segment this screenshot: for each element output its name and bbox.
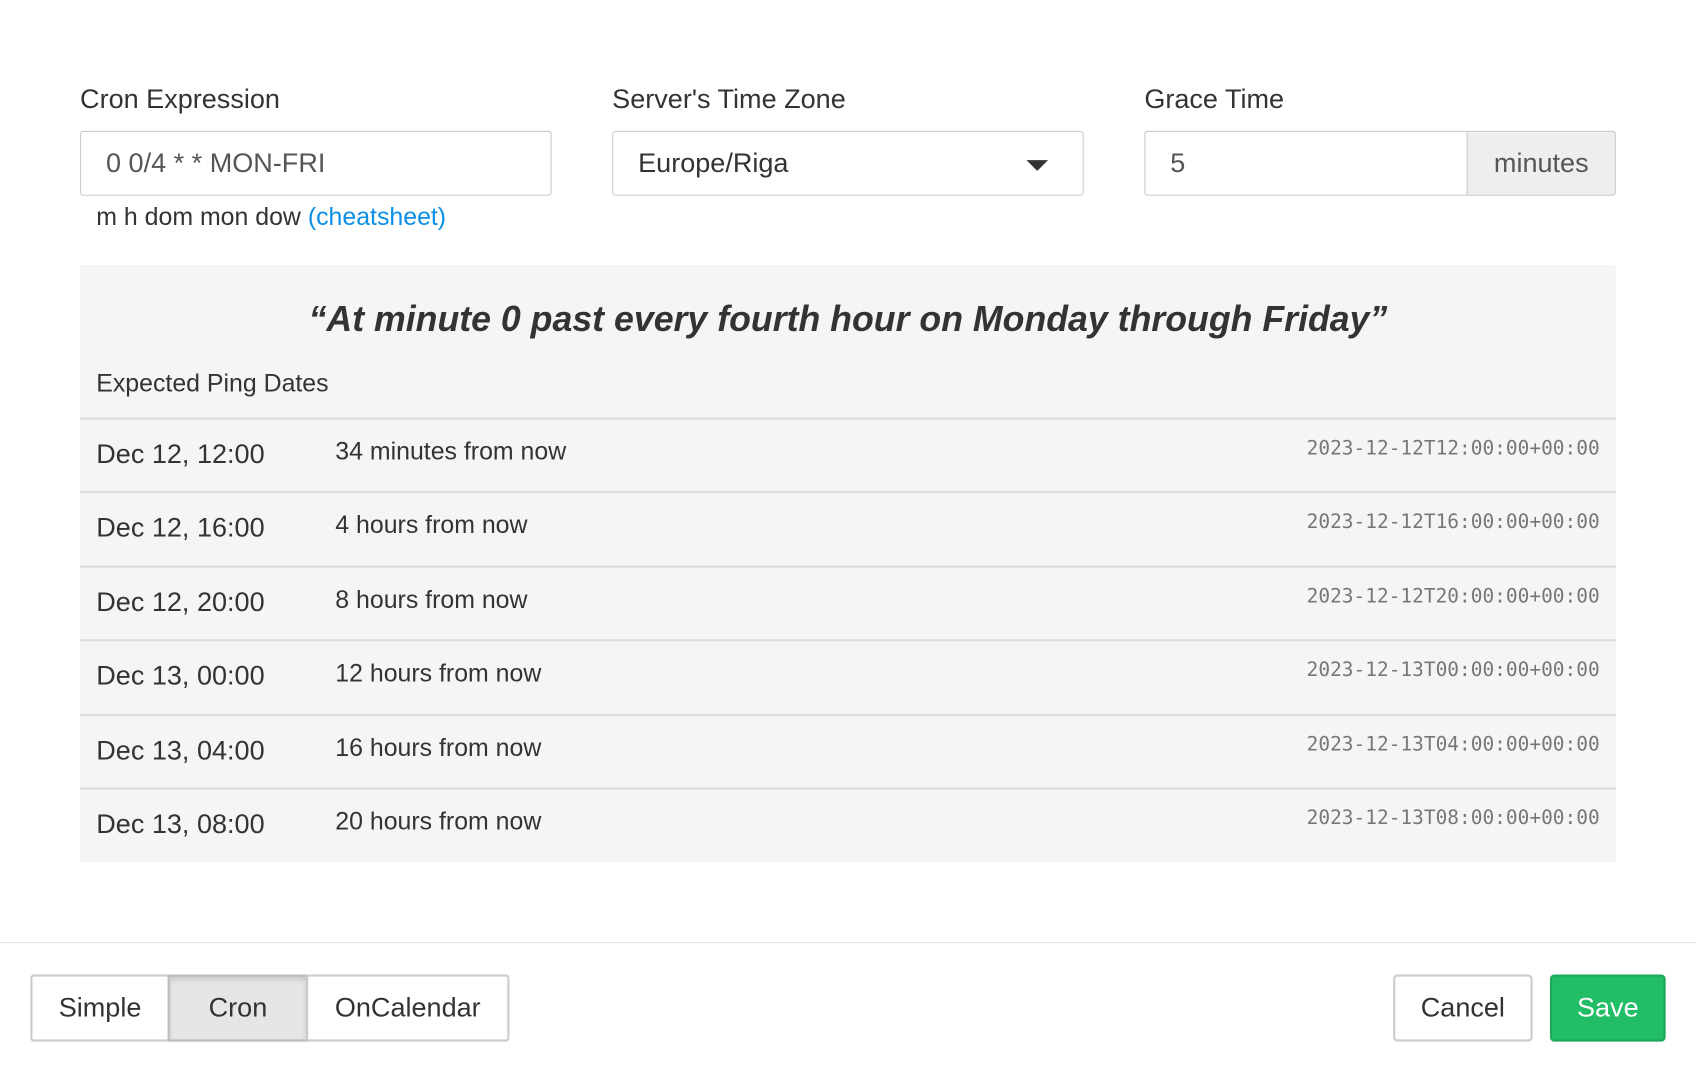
ping-relative-time: 4 hours from now xyxy=(335,510,528,540)
grace-time-input[interactable]: 5 xyxy=(1144,130,1468,196)
ping-row: Dec 13, 04:00 16 hours from now 2023-12-13… xyxy=(80,713,1616,787)
ping-date: Dec 13, 04:00 xyxy=(96,735,265,766)
ping-row: Dec 12, 20:00 8 hours from now 2023-12-12T… xyxy=(80,565,1616,639)
caret-down-icon xyxy=(1026,160,1049,171)
timezone-select[interactable]: Europe/Riga xyxy=(612,130,1084,196)
expected-ping-dates-heading: Expected Ping Dates xyxy=(96,368,329,397)
timezone-label: Server's Time Zone xyxy=(612,84,846,115)
ping-relative-time: 34 minutes from now xyxy=(335,436,567,466)
cron-label: Cron Expression xyxy=(80,84,280,115)
ping-iso-timestamp: 2023-12-12T20:00:00+00:00 xyxy=(1306,584,1600,608)
cheatsheet-link[interactable]: (cheatsheet) xyxy=(307,202,447,231)
ping-date: Dec 12, 20:00 xyxy=(96,587,265,618)
ping-iso-timestamp: 2023-12-13T00:00:00+00:00 xyxy=(1306,658,1600,682)
ping-row: Dec 12, 16:00 4 hours from now 2023-12-12T… xyxy=(80,491,1616,565)
ping-iso-timestamp: 2023-12-13T08:00:00+00:00 xyxy=(1306,806,1600,830)
ping-relative-time: 16 hours from now xyxy=(335,732,542,762)
cron-help: m h dom mon dow (cheatsheet) xyxy=(96,202,446,231)
preview-panel xyxy=(80,264,1616,863)
ping-relative-time: 8 hours from now xyxy=(335,584,528,614)
cron-expression-input[interactable]: 0 0/4 * * MON-FRI xyxy=(80,130,552,196)
ping-relative-time: 12 hours from now xyxy=(335,658,542,688)
ping-date: Dec 13, 08:00 xyxy=(96,809,265,840)
cron-description: “At minute 0 past every fourth hour on M… xyxy=(308,298,1388,339)
ping-iso-timestamp: 2023-12-12T16:00:00+00:00 xyxy=(1306,510,1600,534)
ping-relative-time: 20 hours from now xyxy=(335,806,542,835)
grace-label: Grace Time xyxy=(1144,84,1285,115)
ping-date: Dec 12, 12:00 xyxy=(96,439,265,470)
footer-divider xyxy=(0,942,1696,944)
ping-date: Dec 13, 00:00 xyxy=(96,661,265,692)
cancel-button[interactable]: Cancel xyxy=(1393,974,1533,1042)
save-button[interactable]: Save xyxy=(1549,974,1666,1042)
mode-simple-button[interactable]: Simple xyxy=(30,974,170,1042)
ping-iso-timestamp: 2023-12-13T04:00:00+00:00 xyxy=(1306,732,1600,756)
ping-iso-timestamp: 2023-12-12T12:00:00+00:00 xyxy=(1306,436,1600,460)
cron-format-hint: m h dom mon dow xyxy=(96,202,301,231)
ping-row: Dec 13, 00:00 12 hours from now 2023-12-13… xyxy=(80,639,1616,713)
timezone-value: Europe/Riga xyxy=(638,148,789,179)
mode-cron-button[interactable]: Cron xyxy=(167,974,309,1042)
mode-oncalendar-button[interactable]: OnCalendar xyxy=(306,974,510,1042)
ping-date: Dec 12, 16:00 xyxy=(96,513,265,544)
grace-unit-addon: minutes xyxy=(1466,130,1616,196)
ping-row: Dec 12, 12:00 34 minutes from now 2023-12-… xyxy=(80,417,1616,491)
ping-row: Dec 13, 08:00 20 hours from now 2023-12-13… xyxy=(80,787,1616,861)
